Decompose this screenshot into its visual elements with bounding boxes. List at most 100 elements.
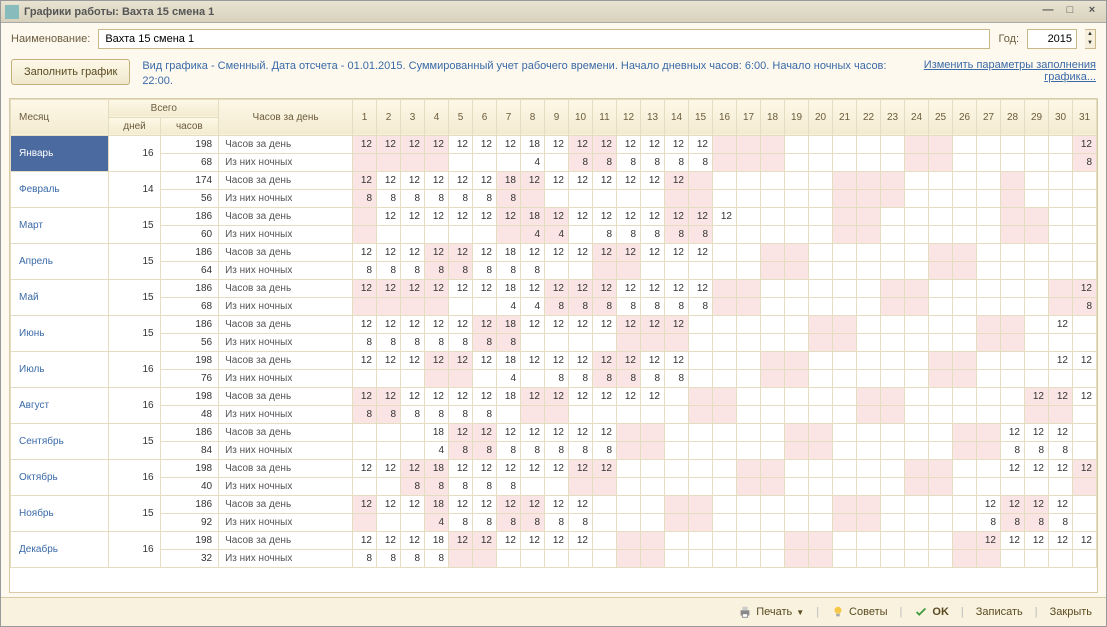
day-cell[interactable] [737, 171, 761, 189]
day-cell[interactable] [761, 171, 785, 189]
day-cell[interactable]: 12 [449, 171, 473, 189]
night-cell[interactable] [1073, 405, 1097, 423]
night-cell[interactable]: 8 [449, 441, 473, 459]
day-cell[interactable]: 12 [977, 495, 1001, 513]
night-cell[interactable] [1049, 369, 1073, 387]
day-cell[interactable]: 12 [641, 243, 665, 261]
day-cell[interactable] [761, 135, 785, 153]
day-cell[interactable]: 12 [473, 351, 497, 369]
day-cell[interactable] [737, 243, 761, 261]
day-cell[interactable]: 12 [377, 243, 401, 261]
night-cell[interactable] [737, 153, 761, 171]
day-cell[interactable]: 18 [497, 279, 521, 297]
night-cell[interactable]: 8 [425, 549, 449, 567]
night-cell[interactable]: 8 [473, 189, 497, 207]
day-cell[interactable] [737, 531, 761, 549]
night-cell[interactable] [641, 549, 665, 567]
day-cell[interactable]: 12 [617, 315, 641, 333]
night-cell[interactable] [449, 369, 473, 387]
day-cell[interactable] [1001, 387, 1025, 405]
ok-button[interactable]: OK [910, 603, 953, 621]
night-cell[interactable] [881, 225, 905, 243]
night-cell[interactable] [737, 549, 761, 567]
month-cell[interactable]: Декабрь [11, 531, 109, 567]
day-cell[interactable]: 12 [1001, 423, 1025, 441]
night-cell[interactable] [521, 477, 545, 495]
night-cell[interactable]: 4 [521, 153, 545, 171]
day-cell[interactable] [953, 351, 977, 369]
day-cell[interactable] [833, 315, 857, 333]
night-cell[interactable] [761, 405, 785, 423]
day-cell[interactable] [1001, 279, 1025, 297]
night-cell[interactable] [569, 549, 593, 567]
night-cell[interactable] [689, 189, 713, 207]
day-cell[interactable] [857, 423, 881, 441]
day-cell[interactable]: 12 [1025, 423, 1049, 441]
day-cell[interactable] [1025, 315, 1049, 333]
night-cell[interactable] [833, 369, 857, 387]
night-cell[interactable]: 8 [449, 513, 473, 531]
day-cell[interactable] [785, 351, 809, 369]
night-cell[interactable] [377, 225, 401, 243]
day-cell[interactable] [737, 315, 761, 333]
day-cell[interactable]: 12 [593, 243, 617, 261]
day-cell[interactable] [977, 279, 1001, 297]
night-cell[interactable] [857, 369, 881, 387]
night-cell[interactable] [689, 477, 713, 495]
night-cell[interactable] [785, 549, 809, 567]
day-cell[interactable] [881, 279, 905, 297]
day-cell[interactable]: 12 [401, 315, 425, 333]
night-cell[interactable] [785, 405, 809, 423]
year-spinner[interactable]: ▲▼ [1085, 29, 1096, 49]
month-cell[interactable]: Сентябрь [11, 423, 109, 459]
night-cell[interactable] [881, 405, 905, 423]
day-cell[interactable] [761, 279, 785, 297]
night-cell[interactable] [377, 477, 401, 495]
day-cell[interactable] [641, 423, 665, 441]
day-cell[interactable] [665, 423, 689, 441]
night-cell[interactable] [497, 405, 521, 423]
night-cell[interactable] [713, 189, 737, 207]
day-cell[interactable]: 12 [473, 171, 497, 189]
day-cell[interactable] [1025, 279, 1049, 297]
night-cell[interactable] [737, 477, 761, 495]
night-cell[interactable] [1049, 153, 1073, 171]
night-cell[interactable]: 8 [1001, 513, 1025, 531]
night-cell[interactable] [857, 405, 881, 423]
night-cell[interactable] [857, 441, 881, 459]
night-cell[interactable] [953, 333, 977, 351]
night-cell[interactable]: 8 [521, 513, 545, 531]
day-cell[interactable] [761, 315, 785, 333]
day-cell[interactable]: 12 [449, 531, 473, 549]
day-cell[interactable] [1025, 207, 1049, 225]
night-cell[interactable] [977, 189, 1001, 207]
night-cell[interactable]: 8 [401, 333, 425, 351]
day-cell[interactable] [953, 459, 977, 477]
day-cell[interactable] [929, 207, 953, 225]
day-cell[interactable] [1001, 315, 1025, 333]
day-cell[interactable]: 12 [473, 495, 497, 513]
day-cell[interactable] [857, 531, 881, 549]
night-cell[interactable] [809, 513, 833, 531]
day-cell[interactable]: 12 [377, 351, 401, 369]
night-cell[interactable] [401, 369, 425, 387]
day-cell[interactable]: 12 [377, 495, 401, 513]
night-cell[interactable] [953, 189, 977, 207]
day-cell[interactable]: 12 [401, 279, 425, 297]
day-cell[interactable]: 12 [569, 135, 593, 153]
night-cell[interactable] [881, 477, 905, 495]
night-cell[interactable] [353, 225, 377, 243]
day-cell[interactable] [713, 171, 737, 189]
day-cell[interactable]: 12 [449, 315, 473, 333]
night-cell[interactable]: 8 [569, 153, 593, 171]
day-cell[interactable]: 12 [569, 243, 593, 261]
night-cell[interactable] [785, 441, 809, 459]
night-cell[interactable] [665, 441, 689, 459]
night-cell[interactable]: 8 [593, 225, 617, 243]
day-cell[interactable] [953, 171, 977, 189]
night-cell[interactable] [689, 405, 713, 423]
day-cell[interactable] [665, 495, 689, 513]
day-cell[interactable]: 12 [617, 387, 641, 405]
night-cell[interactable] [353, 153, 377, 171]
day-cell[interactable] [905, 423, 929, 441]
